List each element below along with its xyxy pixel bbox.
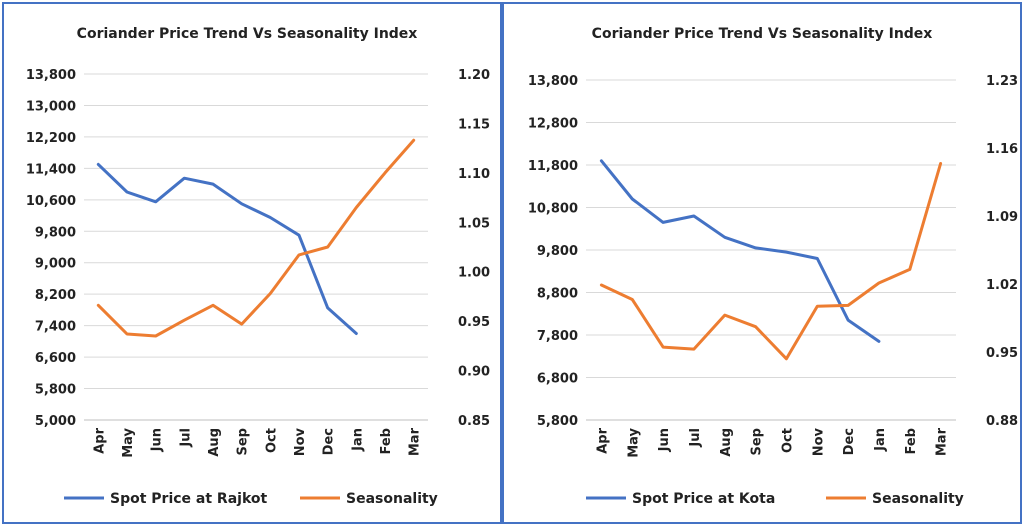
y-right-tick-label: 1.10 (458, 167, 490, 182)
y-right-tick-label: 0.85 (458, 414, 490, 429)
y-right-tick-label: 1.05 (458, 216, 490, 231)
y-right-tick-label: 0.90 (458, 365, 490, 380)
y-right-tick-label: 1.02 (986, 278, 1018, 293)
x-tick-label: Mar (408, 427, 423, 456)
x-tick-label: Nov (293, 427, 308, 456)
y-left-tick-label: 7,800 (537, 329, 578, 344)
x-tick-label: Mar (935, 427, 950, 456)
chart-rajkot: Coriander Price Trend Vs Seasonality Ind… (26, 26, 490, 507)
x-tick-label: Aug (719, 428, 734, 457)
y-left-tick-label: 13,800 (528, 74, 578, 89)
x-tick-label: May (121, 427, 136, 457)
y-left-tick-label: 12,200 (26, 131, 76, 146)
y-left-tick-label: 5,000 (35, 414, 76, 429)
y-left-tick-label: 8,800 (537, 287, 578, 302)
x-tick-label: Apr (92, 427, 107, 453)
y-right-tick-label: 1.16 (986, 142, 1018, 157)
y-left-tick-label: 6,800 (537, 372, 578, 387)
x-tick-label: Nov (811, 427, 826, 456)
chart-panel-rajkot: Coriander Price Trend Vs Seasonality Ind… (2, 2, 502, 524)
x-tick-label: Feb (379, 428, 394, 454)
x-tick-label: Feb (904, 428, 919, 454)
series-line-spot-price (96, 162, 358, 335)
y-left-tick-label: 5,800 (537, 414, 578, 429)
x-tick-label: Jan (350, 428, 365, 452)
x-tick-label: Jul (688, 428, 703, 448)
x-tick-label: Jun (657, 428, 672, 452)
y-right-tick-label: 1.15 (458, 117, 490, 132)
y-right-tick-label: 1.20 (458, 68, 490, 83)
x-tick-label: Dec (322, 428, 337, 455)
x-tick-label: Dec (842, 428, 857, 455)
x-tick-label: Sep (750, 428, 765, 456)
legend-label: Spot Price at Rajkot (110, 491, 268, 507)
y-left-tick-label: 6,600 (35, 351, 76, 366)
x-tick-label: Jan (873, 428, 888, 452)
series-line-spot-price (599, 159, 881, 343)
legend-label: Seasonality (872, 491, 964, 507)
x-tick-label: Jun (150, 428, 165, 452)
y-left-tick-label: 13,000 (26, 99, 76, 114)
y-left-tick-label: 12,800 (528, 117, 578, 132)
x-tick-label: Apr (595, 427, 610, 453)
y-left-tick-label: 13,800 (26, 68, 76, 83)
legend-label: Spot Price at Kota (632, 491, 775, 507)
chart-kota: Coriander Price Trend Vs Seasonality Ind… (528, 26, 1018, 507)
x-tick-label: Oct (780, 428, 795, 453)
y-left-tick-label: 7,400 (35, 320, 76, 335)
series-line-seasonality (96, 138, 416, 338)
y-right-tick-label: 1.23 (986, 74, 1018, 89)
y-left-tick-label: 9,800 (35, 225, 76, 240)
x-tick-label: Jul (178, 428, 193, 448)
y-right-tick-label: 0.95 (986, 346, 1018, 361)
x-tick-label: May (626, 427, 641, 457)
y-left-tick-label: 11,800 (528, 159, 578, 174)
y-right-tick-label: 0.88 (986, 414, 1018, 429)
legend-label: Seasonality (346, 491, 438, 507)
y-left-tick-label: 9,000 (35, 257, 76, 272)
y-left-tick-label: 8,200 (35, 288, 76, 303)
series-line-seasonality (599, 162, 943, 361)
y-right-tick-label: 1.09 (986, 210, 1018, 225)
chart-title: Coriander Price Trend Vs Seasonality Ind… (592, 26, 933, 42)
x-tick-label: Sep (236, 428, 251, 456)
x-tick-label: Aug (207, 428, 222, 457)
y-left-tick-label: 9,800 (537, 244, 578, 259)
y-right-tick-label: 1.00 (458, 266, 490, 281)
y-left-tick-label: 10,800 (528, 202, 578, 217)
chart-title: Coriander Price Trend Vs Seasonality Ind… (77, 26, 418, 42)
y-left-tick-label: 5,800 (35, 383, 76, 398)
y-left-tick-label: 10,600 (26, 194, 76, 209)
chart-panel-kota: Coriander Price Trend Vs Seasonality Ind… (502, 2, 1022, 524)
y-right-tick-label: 0.95 (458, 315, 490, 330)
x-tick-label: Oct (264, 428, 279, 453)
y-left-tick-label: 11,400 (26, 162, 76, 177)
